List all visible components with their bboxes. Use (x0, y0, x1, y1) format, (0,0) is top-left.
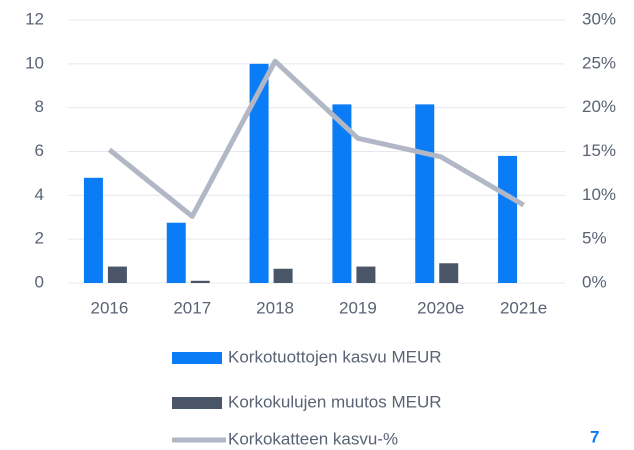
legend-label: Korkokulujen muutos MEUR (228, 392, 442, 411)
bar (249, 63, 269, 284)
y-tick-label: 12 (25, 9, 44, 28)
y2-tick-label: 15% (582, 141, 616, 160)
bar (190, 280, 210, 283)
bar (332, 104, 352, 283)
bar (166, 222, 186, 283)
x-tick-label: 2021e (500, 298, 547, 317)
x-tick-label: 2016 (91, 298, 129, 317)
y2-tick-label: 5% (582, 229, 607, 248)
legend-swatch (172, 397, 222, 409)
y2-tick-label: 30% (582, 9, 616, 28)
y-tick-label: 6 (35, 141, 44, 160)
y2-tick-label: 10% (582, 185, 616, 204)
legend-swatch (172, 352, 222, 364)
y2-tick-label: 25% (582, 53, 616, 72)
y2-tick-label: 0% (582, 272, 607, 291)
page-number: 7 (590, 427, 599, 446)
legend-label: Korkokatteen kasvu-% (228, 429, 398, 448)
y-tick-label: 4 (35, 185, 44, 204)
y-tick-label: 2 (35, 229, 44, 248)
y-tick-label: 10 (25, 53, 44, 72)
x-tick-label: 2018 (256, 298, 294, 317)
x-tick-label: 2020e (417, 298, 464, 317)
y-tick-label: 8 (35, 97, 44, 116)
x-tick-label: 2019 (339, 298, 377, 317)
bar (415, 104, 435, 283)
bar (498, 155, 518, 283)
bar (273, 268, 293, 283)
bar (83, 177, 103, 283)
y2-tick-label: 20% (582, 97, 616, 116)
x-tick-label: 2017 (173, 298, 211, 317)
bar (107, 266, 127, 283)
line-series (107, 58, 525, 219)
bar (439, 263, 459, 283)
y-tick-label: 0 (35, 272, 44, 291)
legend-label: Korkotuottojen kasvu MEUR (228, 347, 442, 366)
bar (356, 266, 376, 283)
